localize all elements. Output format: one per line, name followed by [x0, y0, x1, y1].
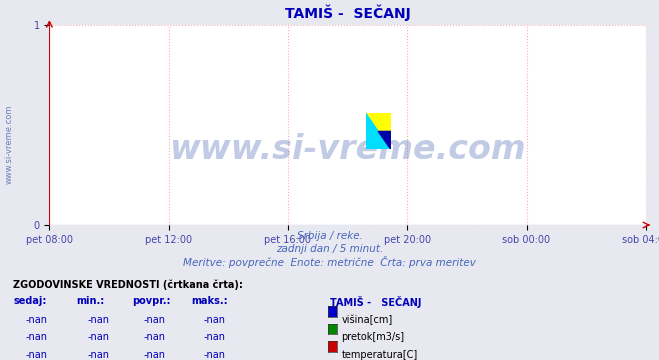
Text: -nan: -nan	[203, 350, 225, 360]
Text: -nan: -nan	[144, 350, 166, 360]
Text: -nan: -nan	[88, 315, 110, 325]
Text: min.:: min.:	[76, 296, 104, 306]
Title: TAMIŠ -  SEČANJ: TAMIŠ - SEČANJ	[285, 5, 411, 21]
Text: povpr.:: povpr.:	[132, 296, 170, 306]
Text: -nan: -nan	[25, 315, 47, 325]
Text: zadnji dan / 5 minut.: zadnji dan / 5 minut.	[276, 244, 383, 254]
Text: temperatura[C]: temperatura[C]	[341, 350, 418, 360]
Text: višina[cm]: višina[cm]	[341, 315, 393, 325]
Text: -nan: -nan	[25, 332, 47, 342]
Text: maks.:: maks.:	[191, 296, 228, 306]
Text: -nan: -nan	[144, 332, 166, 342]
Text: Srbija / reke.: Srbija / reke.	[297, 231, 362, 241]
Text: -nan: -nan	[203, 315, 225, 325]
Text: sedaj:: sedaj:	[13, 296, 47, 306]
Text: -nan: -nan	[88, 350, 110, 360]
Text: pretok[m3/s]: pretok[m3/s]	[341, 332, 405, 342]
Text: -nan: -nan	[203, 332, 225, 342]
Polygon shape	[366, 113, 391, 149]
Text: -nan: -nan	[88, 332, 110, 342]
Text: -nan: -nan	[144, 315, 166, 325]
Polygon shape	[366, 113, 391, 149]
Text: www.si-vreme.com: www.si-vreme.com	[5, 104, 14, 184]
Text: ZGODOVINSKE VREDNOSTI (črtkana črta):: ZGODOVINSKE VREDNOSTI (črtkana črta):	[13, 279, 243, 289]
Text: -nan: -nan	[25, 350, 47, 360]
Text: Meritve: povprečne  Enote: metrične  Črta: prva meritev: Meritve: povprečne Enote: metrične Črta:…	[183, 256, 476, 268]
Text: www.si-vreme.com: www.si-vreme.com	[169, 132, 526, 166]
Text: TAMIŠ -   SEČANJ: TAMIŠ - SEČANJ	[330, 296, 421, 308]
Polygon shape	[378, 131, 391, 149]
